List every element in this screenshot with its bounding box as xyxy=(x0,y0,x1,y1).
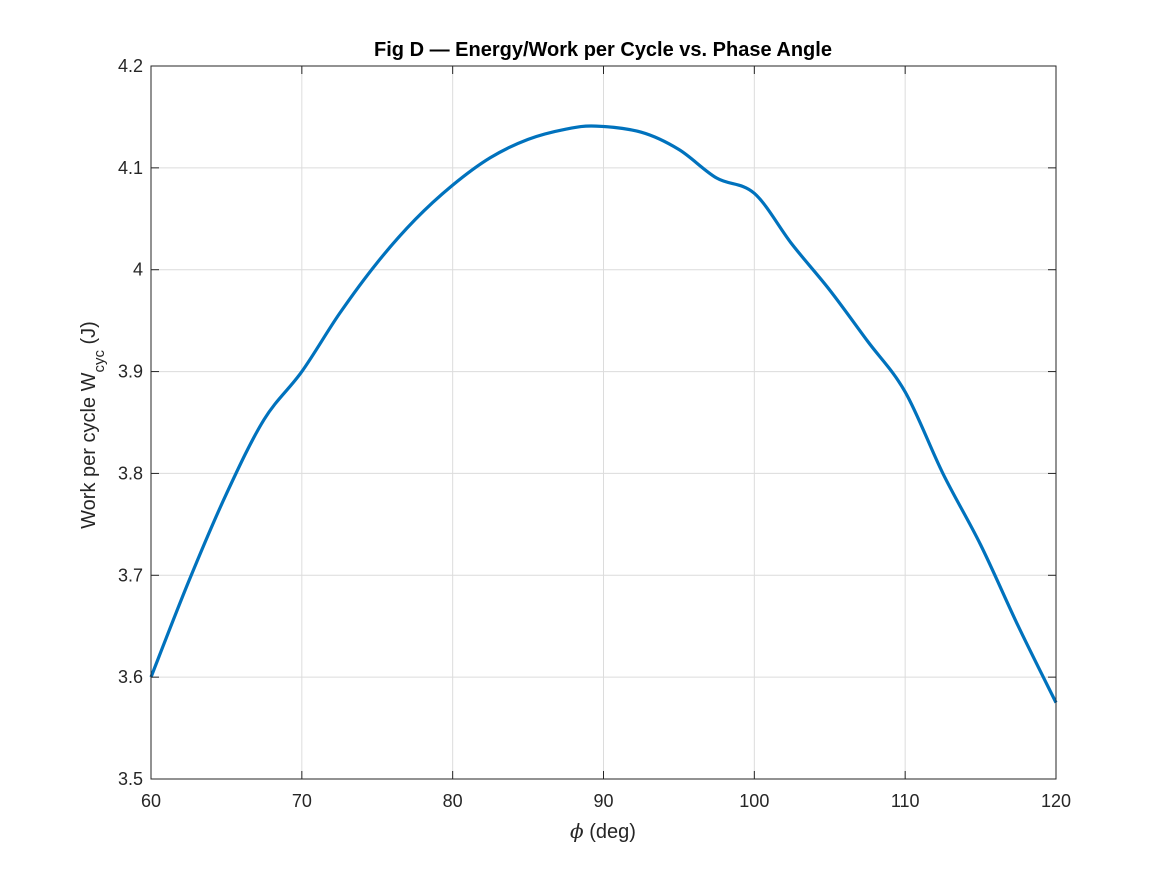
y-tick-label: 3.8 xyxy=(118,463,143,483)
chart-title: Fig D — Energy/Work per Cycle vs. Phase … xyxy=(374,39,832,61)
series-line xyxy=(149,124,1058,704)
series-layer xyxy=(149,124,1058,704)
y-tick-label: 3.6 xyxy=(118,667,143,687)
phi-symbol: ϕ xyxy=(570,819,584,843)
x-tick-label: 60 xyxy=(141,791,161,811)
y-tick-label: 4.2 xyxy=(118,56,143,76)
y-axis-label-suffix: (J) xyxy=(78,321,100,350)
x-tick-label: 110 xyxy=(891,791,920,811)
x-tick-labels: 60 70 80 90 100 110 120 xyxy=(141,791,1071,811)
x-tick-label: 90 xyxy=(593,791,613,811)
y-tick-label: 3.9 xyxy=(118,362,143,382)
x-tick-label: 70 xyxy=(292,791,312,811)
x-axis-label-unit: (deg) xyxy=(584,821,636,843)
y-tick-label: 3.7 xyxy=(118,565,143,585)
x-tick-label: 120 xyxy=(1041,791,1071,811)
y-tick-label: 3.5 xyxy=(118,769,143,789)
x-tick-label: 100 xyxy=(739,791,769,811)
tick-marks xyxy=(150,65,1057,780)
x-axis-label: ϕ (deg) xyxy=(570,819,636,843)
y-tick-label: 4 xyxy=(133,260,143,280)
y-axis-label-subscript: cyc xyxy=(91,350,108,373)
y-axis-label: Work per cycle Wcyc (J) xyxy=(78,321,108,529)
y-tick-labels: 3.5 3.6 3.7 3.8 3.9 4 4.1 4.2 xyxy=(118,56,143,789)
y-tick-label: 4.1 xyxy=(118,158,143,178)
y-axis-label-prefix: Work per cycle W xyxy=(78,372,100,528)
x-tick-label: 80 xyxy=(443,791,463,811)
